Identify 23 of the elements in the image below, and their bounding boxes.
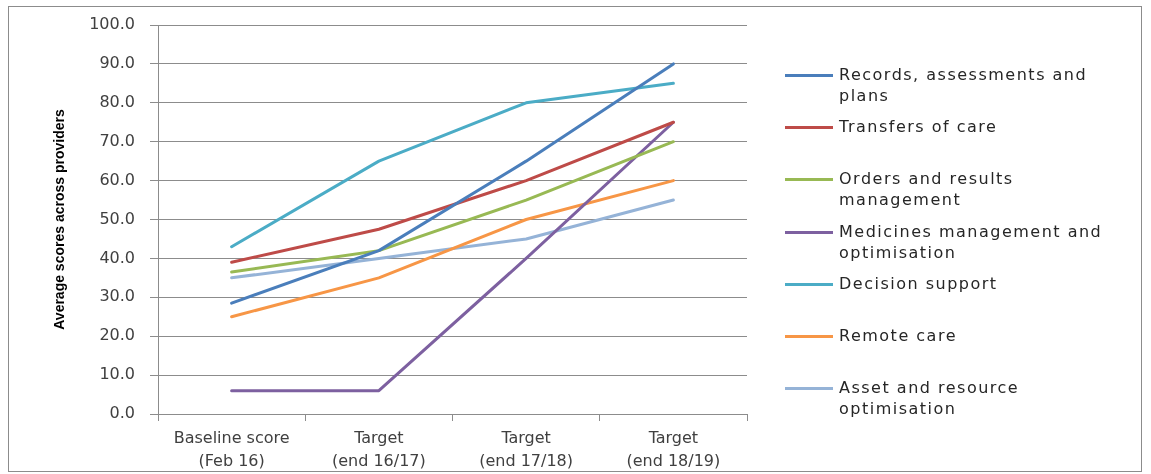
y-axis-title: Average scores across providers [51,109,68,330]
legend-label: Decision support [839,272,999,294]
y-tick-label: 20.0 [99,325,135,345]
y-tick-label: 60.0 [99,169,135,189]
x-tick-label: Target (end 16/17) [331,427,426,470]
y-tick-label: 10.0 [99,364,135,384]
y-tick-label: 100.0 [89,14,135,34]
y-tick-label: 50.0 [99,208,135,228]
y-tick-label: 90.0 [99,53,135,73]
y-tick-label: 40.0 [99,247,135,267]
x-tick-label: Baseline score (Feb 16) [173,427,290,470]
legend-label: Transfers of care [839,116,999,138]
legend-label: Remote care [839,325,958,346]
legend-label: Records, assessments and plans [839,64,1089,106]
y-tick-label: 80.0 [99,91,135,111]
y-tick-label: 70.0 [99,130,135,150]
legend-label: Orders and results management [839,168,1015,211]
legend-label: Asset and resource optimisation [839,377,1021,420]
legend-label: Medicines management and optimisation [839,220,1104,263]
x-tick-label: Target (end 18/19) [626,427,721,470]
x-tick-label: Target (end 17/18) [479,427,574,470]
y-tick-label: 30.0 [99,286,135,306]
y-tick-label: 0.0 [109,403,135,423]
